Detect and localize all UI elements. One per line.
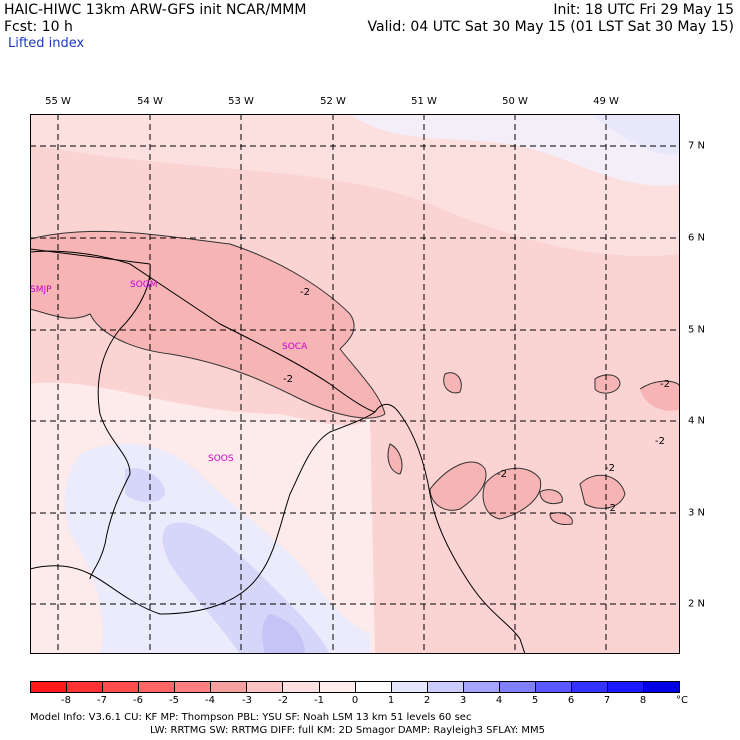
contour-label: -2	[497, 469, 507, 480]
field-area	[580, 475, 625, 509]
colorbar-swatch	[534, 682, 571, 692]
field-area	[595, 374, 620, 394]
colorbar-swatch	[102, 682, 139, 692]
colorbar	[30, 681, 680, 693]
colorbar-swatch	[138, 682, 175, 692]
colorbar-label: -3	[242, 695, 252, 706]
field-area	[590, 114, 680, 155]
colorbar-swatch	[282, 682, 319, 692]
lon-label: 54 W	[137, 96, 163, 107]
field-area	[640, 381, 680, 411]
lon-label: 55 W	[45, 96, 71, 107]
colorbar-swatch	[643, 682, 680, 692]
colorbar-label: 0	[351, 695, 359, 706]
lon-label: 52 W	[320, 96, 346, 107]
station-label: SOCA	[282, 342, 308, 352]
colorbar-label: 3	[459, 695, 467, 706]
contour-label: -2	[283, 374, 293, 385]
colorbar-label: -6	[133, 695, 143, 706]
colorbar-swatch	[607, 682, 644, 692]
colorbar-label: -8	[61, 695, 71, 706]
lat-label: 2 N	[688, 598, 706, 610]
lifted-index-map: SMJP SOGM SOCA SOOS -2 -2 -2 -2 -2 -2 -2	[30, 114, 680, 654]
colorbar-swatch	[66, 682, 103, 692]
valid-time: Valid: 04 UTC Sat 30 May 15 (01 LST Sat …	[367, 19, 734, 35]
field-area	[540, 489, 563, 504]
colorbar-label: -2	[278, 695, 288, 706]
field-area	[550, 512, 573, 525]
colorbar-label: 5	[531, 695, 539, 706]
field-area	[350, 114, 680, 186]
station-label: SOGM	[130, 280, 158, 290]
model-info-line2: LW: RRTMG SW: RRTMG DIFF: full KM: 2D Sm…	[150, 725, 546, 736]
model-title: HAIC-HIWC 13km ARW-GFS init NCAR/MMM	[4, 2, 307, 18]
colorbar-swatch	[462, 682, 499, 692]
lon-label: 51 W	[411, 96, 437, 107]
colorbar-label: 4	[495, 695, 503, 706]
colorbar-swatch	[426, 682, 463, 692]
lat-label: 7 N	[688, 140, 706, 152]
field-area	[388, 444, 402, 474]
colorbar-swatch	[210, 682, 247, 692]
lon-label: 49 W	[593, 96, 619, 107]
colorbar-label: 8	[639, 695, 647, 706]
colorbar-swatch	[570, 682, 607, 692]
lat-label: 4 N	[688, 415, 706, 427]
forecast-hour: Fcst: 10 h	[4, 19, 73, 35]
field-area	[30, 114, 680, 256]
colorbar-label: -4	[205, 695, 215, 706]
field-area	[443, 372, 462, 393]
colorbar-unit: °C	[676, 695, 688, 706]
contour-label: -2	[655, 436, 665, 447]
lat-lon-grid	[30, 114, 680, 654]
lat-label: 3 N	[688, 507, 706, 519]
colorbar-label: 7	[603, 695, 611, 706]
colorbar-label: -5	[169, 695, 179, 706]
contour-label: -2	[660, 379, 670, 390]
contour-label: -2	[605, 463, 615, 474]
coastline-borders	[30, 248, 526, 654]
field-area	[430, 461, 486, 511]
colorbar-swatch	[174, 682, 211, 692]
lon-label: 53 W	[228, 96, 254, 107]
map-frame	[30, 114, 680, 654]
colorbar-label: -7	[97, 695, 107, 706]
colorbar-swatch	[390, 682, 427, 692]
station-label: SMJP	[30, 285, 52, 295]
colorbar-label: 1	[387, 695, 395, 706]
colorbar-swatch	[31, 682, 67, 692]
station-label: SOOS	[208, 454, 234, 464]
field-area	[30, 231, 385, 419]
lon-label: 50 W	[502, 96, 528, 107]
field-area	[125, 468, 165, 503]
lat-label: 6 N	[688, 232, 706, 244]
colorbar-swatch	[354, 682, 391, 692]
contour-label: -2	[300, 287, 310, 298]
colorbar-label: 2	[423, 695, 431, 706]
colorbar-swatch	[498, 682, 535, 692]
field-area	[262, 614, 305, 654]
contour-lines	[30, 230, 680, 525]
init-time: Init: 18 UTC Fri 29 May 15	[553, 2, 734, 18]
field-area	[162, 522, 330, 654]
field-name: Lifted index	[8, 36, 85, 51]
colorbar-label: -1	[314, 695, 324, 706]
colorbar-swatch	[318, 682, 355, 692]
colorbar-swatch	[246, 682, 283, 692]
field-area	[483, 468, 541, 519]
model-info-line1: Model Info: V3.6.1 CU: KF MP: Thompson P…	[30, 712, 472, 723]
colorbar-label: 6	[567, 695, 575, 706]
lat-label: 5 N	[688, 324, 706, 336]
contour-label: -2	[606, 503, 616, 514]
